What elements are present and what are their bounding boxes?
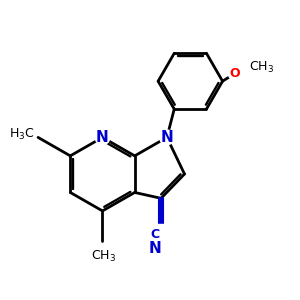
Text: N: N <box>96 130 109 145</box>
Text: C: C <box>151 228 160 242</box>
Text: N: N <box>160 130 173 145</box>
Circle shape <box>160 130 174 145</box>
Circle shape <box>228 68 240 80</box>
Text: O: O <box>229 68 240 80</box>
Text: N: N <box>149 241 162 256</box>
Text: H$_3$C: H$_3$C <box>9 127 34 142</box>
Circle shape <box>95 130 110 145</box>
Text: CH$_3$: CH$_3$ <box>250 60 274 75</box>
Text: CH$_3$: CH$_3$ <box>92 249 116 264</box>
